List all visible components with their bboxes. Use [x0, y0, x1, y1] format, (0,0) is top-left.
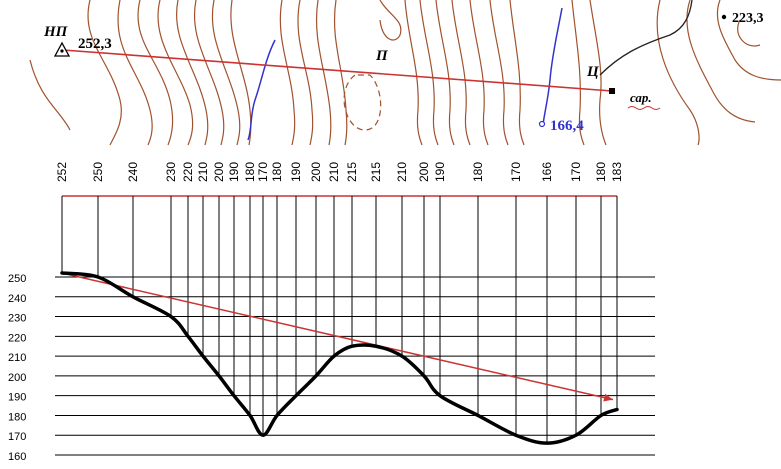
c-target-point: Ц сар. [586, 64, 661, 110]
height-label: 240 [126, 162, 140, 182]
y-tick-label: 180 [8, 411, 26, 423]
height-label: 180 [270, 162, 284, 182]
height-label: 170 [569, 162, 583, 182]
target-marker [609, 88, 615, 94]
height-label: 200 [212, 162, 226, 182]
road [599, 0, 693, 76]
y-tick-label: 190 [8, 392, 26, 404]
dot-icon [721, 14, 727, 20]
height-label: 250 [91, 162, 105, 182]
height-label: 170 [509, 162, 523, 182]
height-label: 220 [181, 162, 195, 182]
y-tick-label: 200 [8, 372, 26, 384]
y-tick-label: 210 [8, 352, 26, 364]
y-tick-label: 230 [8, 313, 26, 325]
y-tick-label: 220 [8, 332, 26, 344]
y-axis-ticks: 250 240 230 220 210 200 190 180 170 160 [8, 273, 26, 463]
river-east [542, 7, 563, 126]
sightline-map [62, 49, 613, 92]
horizontal-gridlines [55, 276, 655, 456]
height-label: 190 [227, 162, 241, 182]
dot-icon [538, 120, 546, 128]
c-label: Ц [586, 64, 600, 80]
height-label: 190 [289, 162, 303, 182]
height-label: 210 [196, 162, 210, 182]
contour-lines [29, 0, 781, 146]
vertical-gridlines [61, 195, 618, 444]
height-label: 230 [164, 162, 178, 182]
height-label: 210 [395, 162, 409, 182]
terrain-profile-line [60, 271, 619, 445]
height-labels-row: 252 250 240 230 220 210 200 190 180 170 180 190 200 2… [55, 162, 624, 182]
height-label: 180 [471, 162, 485, 182]
height-label: 180 [243, 162, 257, 182]
river-west [247, 39, 276, 141]
height-label: 252 [55, 162, 69, 182]
water-level-point: 166,4 [538, 118, 584, 134]
y-tick-label: 170 [8, 431, 26, 443]
y-tick-label: 160 [8, 451, 26, 463]
sar-label: сар. [630, 90, 652, 105]
height-label: 166 [540, 162, 554, 182]
np-height: 252,3 [78, 36, 112, 52]
sightline-profile [61, 272, 614, 401]
y-tick-label: 240 [8, 293, 26, 305]
height-label: 190 [433, 162, 447, 182]
height-label: 180 [594, 162, 608, 182]
height-label: 183 [610, 162, 624, 182]
y-tick-label: 250 [8, 273, 26, 285]
height-label: 170 [256, 162, 270, 182]
hill-point: 223,3 [721, 11, 764, 26]
dashed-contour [343, 74, 382, 131]
p-label: П [375, 48, 389, 64]
arrowhead-icon [603, 393, 613, 402]
water-height: 166,4 [550, 118, 584, 134]
np-label: НП [43, 24, 69, 40]
topographic-map: НП 252,3 П Ц сар. 166,4 223,3 [29, 0, 781, 146]
height-label: 215 [345, 162, 359, 182]
hill-height: 223,3 [732, 11, 764, 26]
height-label: 200 [417, 162, 431, 182]
height-label: 200 [309, 162, 323, 182]
profile-chart: 252 250 240 230 220 210 200 190 180 170 180 190 200 2… [8, 162, 655, 463]
height-label: 215 [369, 162, 383, 182]
height-label: 210 [327, 162, 341, 182]
np-observation-point: НП 252,3 [43, 24, 112, 57]
